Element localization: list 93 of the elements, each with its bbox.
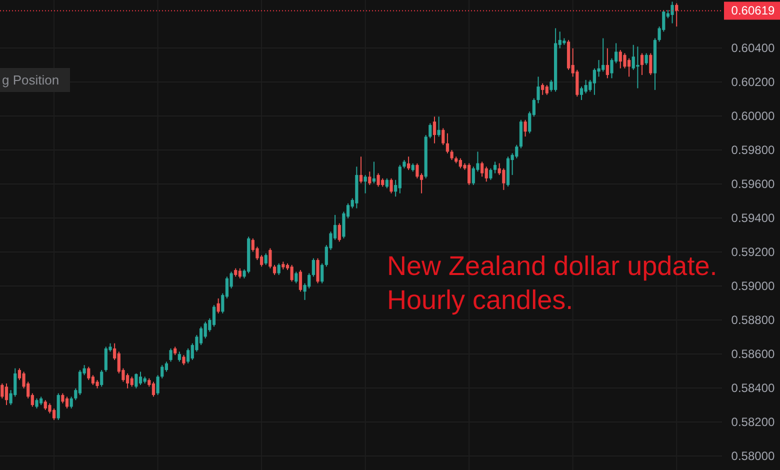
candlestick (164, 361, 168, 372)
candlestick (416, 162, 419, 179)
candlestick (515, 144, 518, 159)
candlestick (670, 1, 674, 24)
candlestick (359, 156, 363, 184)
candlestick (372, 161, 376, 184)
y-tick-label: 0.60400 (731, 40, 776, 55)
candlestick (277, 262, 280, 276)
candlestick (376, 172, 380, 188)
candlestick (160, 364, 164, 379)
candlestick (272, 264, 276, 276)
candlestick (407, 156, 410, 171)
candlestick (216, 298, 220, 314)
candlestick (126, 372, 130, 389)
candlestick (238, 268, 242, 279)
candlestick (87, 366, 90, 381)
annotation: New Zealand dollar update. (387, 251, 718, 281)
candlestick (338, 222, 341, 242)
candlestick (428, 122, 432, 139)
candlestick (186, 348, 190, 364)
y-tick-label: 0.58400 (731, 381, 776, 396)
candlestick (212, 304, 216, 328)
candlestick (368, 171, 372, 186)
candlestick (78, 370, 82, 396)
candlestick (52, 408, 56, 421)
candlestick (290, 264, 294, 282)
y-tick-label: 0.58000 (731, 449, 776, 464)
candlestick (536, 76, 540, 104)
candlestick (592, 68, 596, 96)
candlestick (636, 46, 640, 89)
annotation: Hourly candles. (387, 285, 574, 315)
candlestick (446, 132, 450, 154)
candlestick (70, 396, 73, 409)
candlestick (61, 392, 64, 404)
candlestick (312, 258, 315, 278)
candlestick (364, 174, 367, 194)
y-tick-label: 0.59200 (731, 245, 776, 260)
candlestick (450, 149, 454, 161)
ref-line-label: 0.60619 (731, 4, 776, 18)
candlestick (442, 128, 445, 146)
candlestick (541, 82, 544, 96)
candlestick (152, 381, 156, 398)
candlestick (627, 58, 631, 78)
candlestick (199, 326, 203, 346)
candlestick (644, 52, 648, 66)
candlestick (0, 382, 4, 399)
y-tick-label: 0.58600 (731, 347, 776, 362)
candlestick (100, 370, 104, 388)
candlestick (385, 178, 388, 189)
candlestick (606, 48, 609, 79)
candlestick (316, 258, 320, 284)
candlestick (294, 271, 298, 284)
y-tick-label: 0.60000 (731, 108, 776, 123)
y-tick-label: 0.58800 (731, 313, 776, 328)
candlestick (320, 262, 324, 284)
candlestick (130, 376, 134, 388)
candlestick (138, 371, 142, 386)
candlestick (576, 69, 579, 98)
candlestick (4, 382, 8, 406)
candlestick (623, 52, 626, 69)
candlestick (545, 84, 548, 96)
candlestick (584, 79, 588, 94)
candlestick (56, 392, 60, 421)
candlestick (649, 52, 652, 76)
y-tick-label: 0.60200 (731, 74, 776, 89)
candlestick (65, 396, 69, 409)
candlestick (580, 86, 584, 100)
candlestick (493, 161, 497, 174)
candlestick (298, 270, 302, 292)
candlestick (182, 354, 186, 366)
y-tick-label: 0.58200 (731, 415, 776, 430)
candlestick (480, 161, 484, 178)
candlestick (156, 374, 160, 396)
y-tick-label: 0.59800 (731, 142, 776, 157)
candlestick (268, 248, 272, 269)
candlestick (134, 372, 138, 389)
candlestick (502, 168, 506, 190)
candlestick (432, 116, 436, 144)
annotation: g Position (2, 72, 60, 88)
candlestick (524, 119, 527, 138)
y-tick-label: 0.59400 (731, 210, 776, 225)
y-tick-label: 0.59600 (731, 176, 776, 191)
candlestick (35, 398, 38, 409)
candlestick (484, 166, 488, 182)
candlestick (489, 168, 492, 180)
candlestick (178, 351, 181, 362)
candlestick (398, 164, 402, 194)
candlestick (264, 252, 268, 266)
candlestick (640, 52, 644, 76)
candlestick (437, 116, 440, 138)
candlestick (390, 178, 393, 194)
candlestick (169, 348, 172, 362)
y-tick-label: 0.59000 (731, 279, 776, 294)
